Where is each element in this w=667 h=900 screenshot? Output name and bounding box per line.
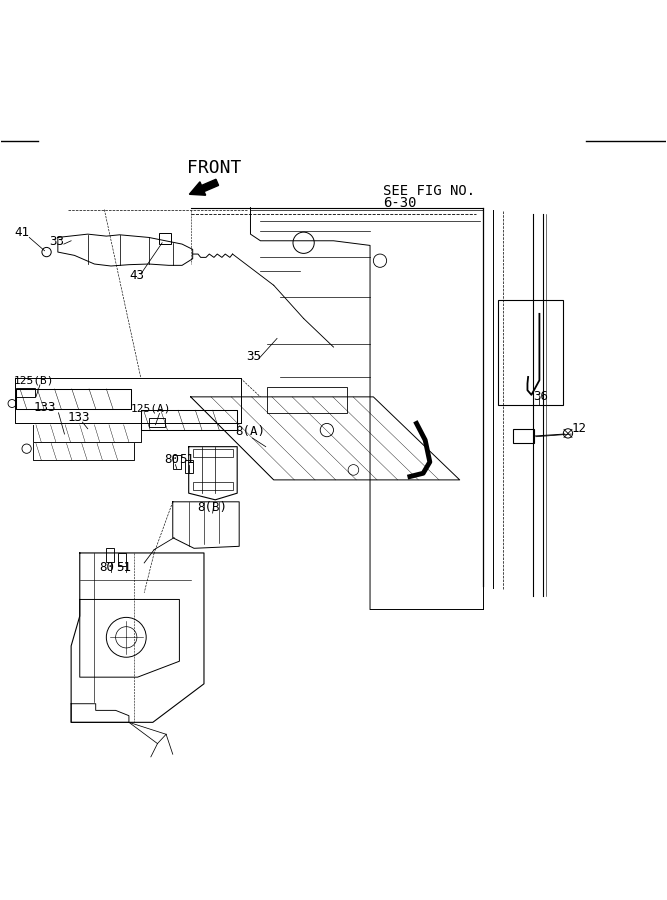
Text: 8(B): 8(B) bbox=[197, 501, 227, 514]
Text: 35: 35 bbox=[246, 350, 261, 364]
Text: 36: 36 bbox=[533, 391, 548, 403]
Text: FRONT: FRONT bbox=[187, 158, 241, 176]
Text: 33: 33 bbox=[49, 236, 64, 248]
Text: 80: 80 bbox=[99, 561, 115, 574]
Text: 125(B): 125(B) bbox=[13, 375, 54, 385]
Bar bbox=[16, 388, 35, 397]
Bar bbox=[159, 233, 171, 244]
Text: 51: 51 bbox=[115, 561, 131, 574]
Text: 41: 41 bbox=[15, 226, 29, 239]
Bar bbox=[513, 428, 534, 444]
Bar bbox=[193, 449, 233, 456]
Text: 133: 133 bbox=[33, 401, 56, 415]
FancyArrow shape bbox=[189, 179, 219, 195]
Bar bbox=[117, 553, 126, 566]
Text: 6-30: 6-30 bbox=[384, 196, 417, 210]
Text: 51: 51 bbox=[179, 454, 194, 466]
Text: 43: 43 bbox=[129, 268, 144, 282]
Bar bbox=[105, 548, 114, 562]
Text: SEE FIG NO.: SEE FIG NO. bbox=[384, 184, 476, 198]
Text: 8(A): 8(A) bbox=[235, 426, 265, 438]
Text: 80: 80 bbox=[164, 454, 179, 466]
Bar bbox=[498, 300, 564, 405]
Bar bbox=[149, 418, 165, 427]
Text: 12: 12 bbox=[572, 422, 586, 435]
Bar bbox=[173, 455, 181, 469]
Bar bbox=[185, 460, 193, 473]
Bar bbox=[267, 387, 347, 413]
Bar bbox=[193, 482, 233, 490]
Text: 133: 133 bbox=[68, 410, 90, 424]
Text: 125(A): 125(A) bbox=[131, 403, 171, 413]
